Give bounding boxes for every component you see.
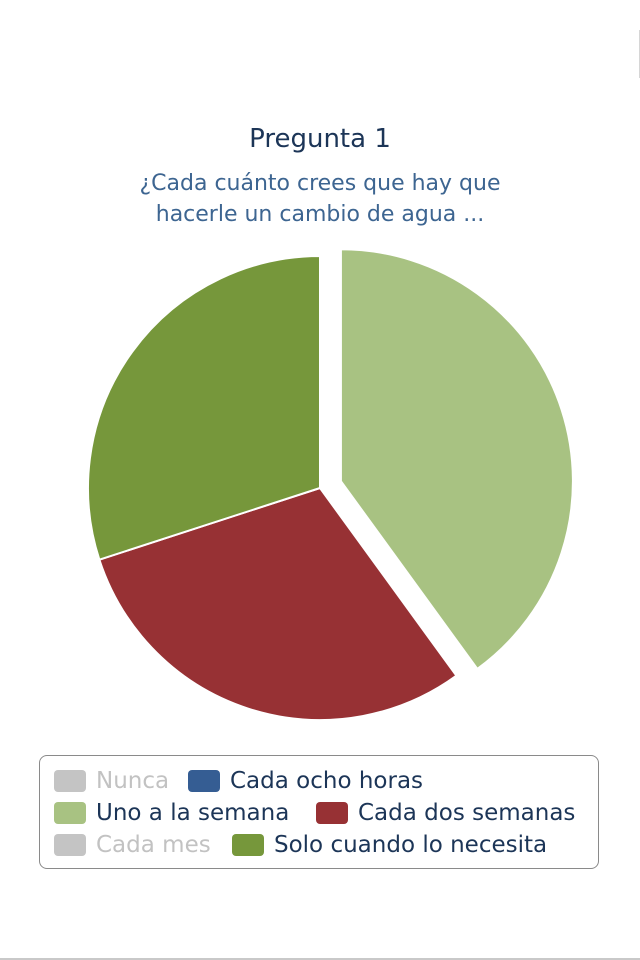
pie-slice-cada-dos-semanas[interactable] — [98, 487, 458, 721]
legend-swatch — [54, 770, 86, 792]
pie-slice-uno-a-la-semana[interactable] — [339, 248, 574, 670]
chart-subtitle-line-2: hacerle un cambio de agua ... — [155, 202, 485, 227]
legend-swatch — [316, 802, 348, 824]
pie-slice-solo-cuando-lo-necesita[interactable] — [87, 255, 321, 561]
legend-swatch — [188, 770, 220, 792]
legend-label: Nunca — [96, 768, 170, 794]
chart-title: Pregunta 1 — [249, 124, 391, 154]
legend-item-uno-a-la-semana[interactable]: Uno a la semana — [54, 799, 289, 827]
bottom-divider — [0, 958, 640, 960]
legend-label: Uno a la semana — [96, 800, 290, 826]
legend-item-cada-dos-semanas[interactable]: Cada dos semanas — [316, 799, 575, 827]
legend-swatch — [54, 834, 86, 856]
legend-swatch — [232, 834, 264, 856]
legend-label: Solo cuando lo necesita — [274, 832, 548, 858]
legend-item-solo-cuando-lo-necesita[interactable]: Solo cuando lo necesita — [232, 831, 547, 859]
legend-label: Cada dos semanas — [358, 800, 576, 826]
legend: Nunca Cada ocho horas Uno a la semana Ca… — [39, 755, 599, 869]
legend-item-cada-ocho-horas[interactable]: Cada ocho horas — [188, 767, 423, 795]
legend-item-nunca[interactable]: Nunca — [54, 767, 169, 795]
legend-swatch — [54, 802, 86, 824]
legend-label: Cada mes — [96, 832, 211, 858]
legend-label: Cada ocho horas — [230, 768, 424, 794]
chart-subtitle-line-1: ¿Cada cuánto crees que hay que — [139, 171, 501, 196]
legend-item-cada-mes[interactable]: Cada mes — [54, 831, 211, 859]
